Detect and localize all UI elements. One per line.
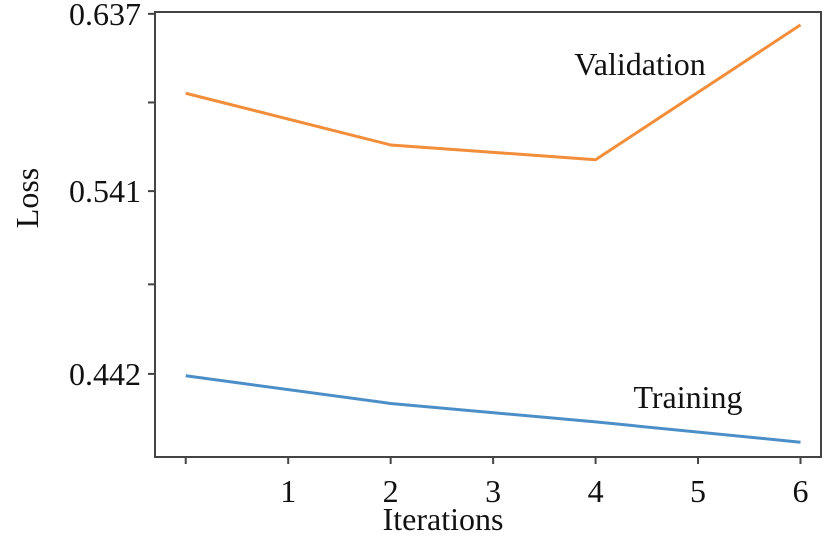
x-tick-label: 6 <box>793 473 809 509</box>
y-tick-label: 0.637 <box>69 0 141 32</box>
x-tick-label: 1 <box>280 473 296 509</box>
plot-frame <box>154 11 822 458</box>
x-axis-title: Iterations <box>383 501 504 537</box>
x-axis: 1 2 3 4 5 6 <box>184 457 809 509</box>
series-layer: Validation Training <box>185 23 802 444</box>
x-tick-label: 5 <box>690 473 706 509</box>
y-tick-label: 0.442 <box>69 356 141 392</box>
validation-line <box>185 23 802 162</box>
x-tick-label: 2 <box>383 473 399 509</box>
x-tick-label: 3 <box>485 473 501 509</box>
x-tick-label: 4 <box>588 473 604 509</box>
training-line <box>185 374 801 444</box>
y-tick-label: 0.541 <box>69 173 141 209</box>
y-axis-title: Loss <box>9 168 45 228</box>
validation-label: Validation <box>574 46 706 82</box>
y-axis: 0.442 0.541 0.637 <box>69 0 155 392</box>
training-label: Training <box>633 379 742 415</box>
